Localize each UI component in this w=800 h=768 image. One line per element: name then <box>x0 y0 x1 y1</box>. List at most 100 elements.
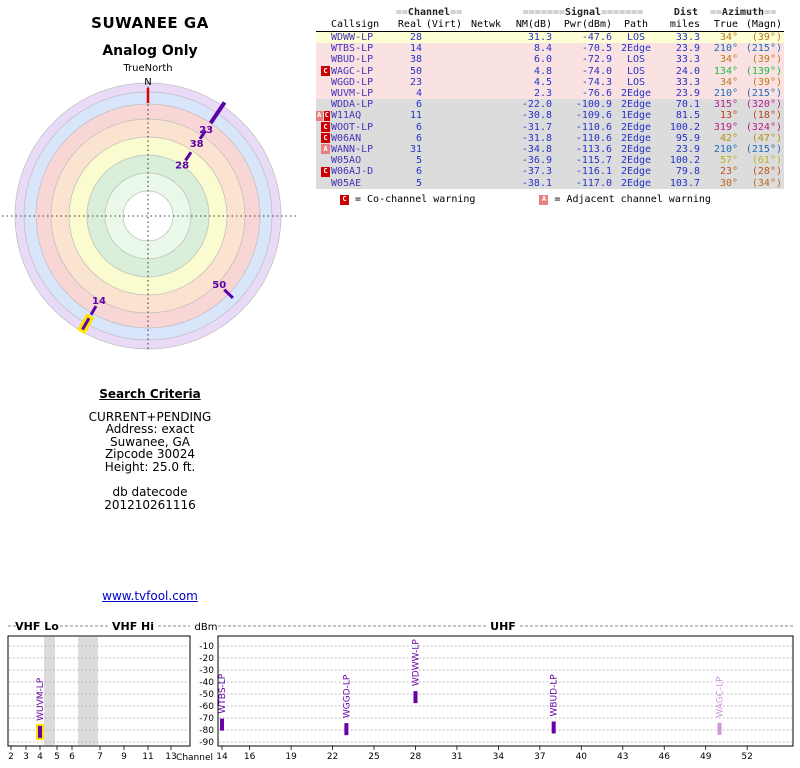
path-cell: 2Edge <box>620 121 652 133</box>
station-row: C W06AN 6 -31.8 -110.6 2Edge 95.9 42° (47°) <box>316 132 784 144</box>
nm-db-cell: -31.8 <box>521 132 552 144</box>
radar-channel-label: 23 <box>199 125 213 136</box>
azimuth-magn-cell: (215°) <box>745 88 782 100</box>
channel-tick-label: 43 <box>617 752 628 762</box>
callsign-cell[interactable]: WTBS-LP <box>331 43 374 55</box>
callsign-cell[interactable]: WBUD-LP <box>331 54 374 66</box>
band-label-vhf-lo: VHF Lo <box>15 620 59 633</box>
distance-cell: 23.9 <box>675 143 700 155</box>
azimuth-true-cell: 210° <box>713 43 738 55</box>
dbm-tick-label: -90 <box>199 738 214 748</box>
azimuth-true-cell: 315° <box>713 99 738 111</box>
station-row: WTBS-LP 14 8.4 -70.5 2Edge 23.9 210° (215°) <box>316 43 784 55</box>
col-netwk: Netwk <box>470 19 502 30</box>
group-header-signal: =======Signal======= <box>522 6 644 18</box>
pwr-dbm-cell: -74.0 <box>581 65 612 77</box>
path-cell: 2Edge <box>620 88 652 100</box>
search-zipcode: Zipcode 30024 <box>104 447 196 461</box>
nm-db-cell: -36.9 <box>521 155 552 167</box>
signal-bar[interactable] <box>220 718 224 731</box>
search-criteria-block: Search Criteria CURRENT+PENDING Address:… <box>30 388 270 511</box>
vhf-gap-band <box>44 637 55 745</box>
radar-station-tick[interactable] <box>81 317 91 331</box>
signal-bar[interactable] <box>551 721 556 734</box>
db-datecode-value: 201210261116 <box>104 497 196 512</box>
azimuth-true-cell: 210° <box>713 143 738 155</box>
signal-bar[interactable] <box>344 723 349 736</box>
band-label-vhf-hi: VHF Hi <box>112 620 154 633</box>
channel-tick-label: 52 <box>741 752 752 762</box>
channel-tick-label: 31 <box>451 752 462 762</box>
azimuth-magn-cell: (61°) <box>751 155 782 167</box>
callsign-cell[interactable]: WUVM-LP <box>331 88 374 100</box>
pwr-dbm-cell: -109.6 <box>575 110 612 122</box>
radar-station-tick[interactable] <box>198 129 207 140</box>
callsign-cell[interactable]: WGGD-LP <box>331 76 374 88</box>
radar-station-tick[interactable] <box>223 288 234 300</box>
azimuth-magn-cell: (320°) <box>745 99 782 111</box>
radar-station-tick[interactable] <box>184 151 193 162</box>
path-cell: LOS <box>626 32 646 44</box>
group-header-dist: Dist <box>673 6 698 18</box>
callsign-cell[interactable]: W05AO <box>331 155 362 167</box>
callsign-cell[interactable]: WOOT-LP <box>331 121 374 133</box>
co-channel-legend-text: = Co-channel warning <box>355 194 476 205</box>
distance-cell: 23.9 <box>675 88 700 100</box>
azimuth-magn-cell: (39°) <box>751 76 782 88</box>
radar-station-tick[interactable] <box>89 305 98 316</box>
dbm-tick-label: -30 <box>199 666 214 676</box>
path-cell: 1Edge <box>620 110 652 122</box>
callsign-cell[interactable]: W06AN <box>331 132 362 144</box>
callsign-cell[interactable]: WDDA-LP <box>331 99 374 111</box>
distance-cell: 23.9 <box>675 43 700 55</box>
nm-db-cell: -34.8 <box>521 143 552 155</box>
path-cell: 2Edge <box>620 177 652 189</box>
channel-real-cell: 4 <box>415 88 422 100</box>
group-header-channel: ==Channel== <box>395 6 463 18</box>
channel-tick-label: 2 <box>8 752 14 762</box>
distance-cell: 33.3 <box>675 54 700 66</box>
signal-bar-label: WDWW-LP <box>411 639 421 687</box>
channel-real-cell: 6 <box>415 166 422 178</box>
azimuth-magn-cell: (18°) <box>751 110 782 122</box>
signal-bar[interactable] <box>38 725 42 738</box>
col-path: Path <box>623 19 649 30</box>
signal-bar[interactable] <box>717 722 722 735</box>
station-row: W05AO 5 -36.9 -115.7 2Edge 100.2 57° (61°) <box>316 155 784 167</box>
dbm-tick-label: -20 <box>199 654 214 664</box>
table-group-header: ==Channel== =======Signal======= Dist ==… <box>316 6 784 18</box>
levels-signal-bars: WUVM-LP WTBS-LP WGGD-LP WDWW-LP WBUD-LP WAGC-… <box>36 639 726 740</box>
signal-bar[interactable] <box>413 691 418 704</box>
callsign-cell[interactable]: WANN-LP <box>331 143 374 155</box>
radar-channel-label: 50 <box>212 280 226 291</box>
tvfool-link[interactable]: www.tvfool.com <box>102 589 198 603</box>
radar-station-tick[interactable] <box>208 101 227 125</box>
callsign-cell[interactable]: WAGC-LP <box>331 65 374 77</box>
dbm-tick-label: -10 <box>199 642 214 652</box>
band-label-uhf: UHF <box>490 620 516 633</box>
callsign-cell[interactable]: W05AE <box>331 177 362 189</box>
pwr-dbm-cell: -47.6 <box>581 32 612 44</box>
channel-tick-label: 25 <box>368 752 379 762</box>
channel-real-cell: 23 <box>409 76 422 88</box>
channel-tick-label: 11 <box>142 752 153 762</box>
channel-real-cell: 6 <box>415 121 422 133</box>
pwr-dbm-cell: -72.9 <box>581 54 612 66</box>
callsign-cell[interactable]: W06AJ-D <box>331 166 374 178</box>
adjacent-channel-legend-text: = Adjacent channel warning <box>554 194 711 205</box>
nm-db-cell: 4.8 <box>533 65 552 77</box>
station-row: WBUD-LP 38 6.0 -72.9 LOS 33.3 34° (39°) <box>316 54 784 66</box>
azimuth-magn-cell: (28°) <box>751 166 782 178</box>
callsign-cell[interactable]: W11AQ <box>331 110 362 122</box>
path-cell: 2Edge <box>620 155 652 167</box>
fm-gap-band <box>78 637 98 745</box>
group-header-azimuth: ==Azimuth== <box>709 6 777 18</box>
distance-cell: 103.7 <box>669 177 700 189</box>
channel-tick-label: 22 <box>327 752 338 762</box>
channel-real-cell: 38 <box>409 54 422 66</box>
callsign-cell[interactable]: WDWW-LP <box>331 32 374 44</box>
nm-db-cell: 8.4 <box>533 43 552 55</box>
azimuth-true-cell: 134° <box>713 65 738 77</box>
azimuth-true-cell: 30° <box>719 177 738 189</box>
warning-badges: C <box>316 122 330 133</box>
